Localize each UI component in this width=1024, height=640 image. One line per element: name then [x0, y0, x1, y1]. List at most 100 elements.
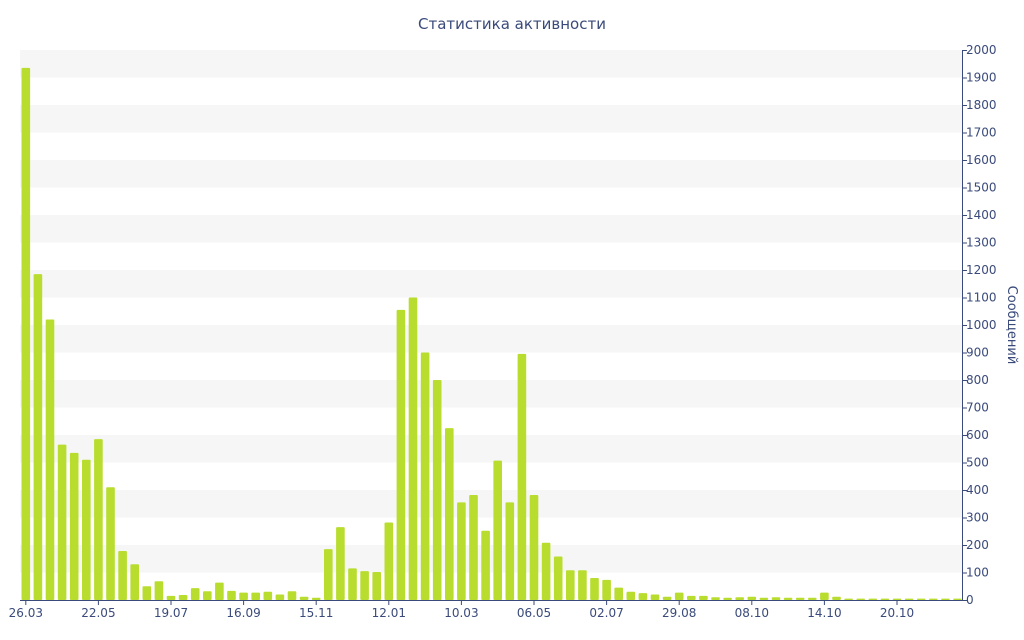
- bar[interactable]: [916, 598, 926, 601]
- bar[interactable]: [275, 594, 285, 601]
- y-tick-label: 1300: [966, 236, 997, 250]
- bar[interactable]: [614, 587, 623, 601]
- bar[interactable]: [529, 494, 539, 600]
- bar[interactable]: [566, 570, 575, 600]
- bar[interactable]: [590, 578, 599, 600]
- bar[interactable]: [384, 522, 394, 600]
- x-tick-label: 20.10: [880, 606, 914, 620]
- bar[interactable]: [130, 564, 139, 600]
- x-tick-label: 22.05: [81, 606, 115, 620]
- bar[interactable]: [178, 595, 188, 600]
- bar[interactable]: [166, 595, 176, 601]
- bar[interactable]: [602, 579, 611, 600]
- x-tick-labels: 26.03 22.05 19.07 16.09 15.11 12.01 10.03 06.05…: [9, 600, 914, 620]
- bar[interactable]: [505, 502, 515, 601]
- bar[interactable]: [808, 597, 817, 600]
- grid-band: [20, 325, 962, 353]
- bar[interactable]: [953, 598, 962, 601]
- bar[interactable]: [251, 592, 260, 600]
- y-tick-label: 300: [966, 511, 989, 525]
- bar[interactable]: [142, 586, 152, 600]
- bar[interactable]: [118, 551, 127, 600]
- y-tick-label: 1700: [966, 126, 997, 140]
- y-tick-label: 1500: [966, 181, 997, 195]
- bar[interactable]: [203, 591, 212, 600]
- bar[interactable]: [227, 590, 236, 600]
- bar[interactable]: [215, 582, 224, 600]
- y-tick-label: 1600: [966, 153, 997, 167]
- bar[interactable]: [820, 592, 829, 600]
- bar[interactable]: [541, 542, 551, 600]
- x-tick-label: 12.01: [372, 606, 406, 620]
- bar[interactable]: [638, 593, 648, 601]
- bar[interactable]: [553, 556, 563, 600]
- x-tick-label: 02.07: [589, 606, 623, 620]
- bar[interactable]: [299, 596, 309, 600]
- bar[interactable]: [735, 597, 744, 600]
- bar[interactable]: [420, 352, 430, 601]
- bar[interactable]: [287, 591, 297, 600]
- bar[interactable]: [747, 596, 757, 600]
- bar[interactable]: [481, 530, 490, 600]
- bar[interactable]: [687, 595, 696, 601]
- bar[interactable]: [711, 597, 720, 600]
- bar[interactable]: [45, 319, 55, 601]
- bar[interactable]: [844, 598, 853, 601]
- bar[interactable]: [21, 67, 31, 601]
- bar[interactable]: [69, 452, 79, 601]
- bar[interactable]: [94, 439, 103, 601]
- grid-bands: [20, 50, 962, 573]
- bar[interactable]: [396, 309, 406, 601]
- bar[interactable]: [493, 460, 502, 600]
- bar[interactable]: [929, 598, 938, 601]
- bar[interactable]: [650, 594, 660, 601]
- bar[interactable]: [190, 588, 200, 600]
- bar[interactable]: [324, 549, 333, 601]
- bar[interactable]: [263, 591, 273, 600]
- bar[interactable]: [723, 597, 732, 600]
- bar[interactable]: [57, 444, 67, 601]
- bar[interactable]: [469, 494, 478, 600]
- bar[interactable]: [941, 598, 950, 601]
- bar[interactable]: [892, 598, 902, 601]
- x-tick-label: 16.09: [226, 606, 260, 620]
- bar[interactable]: [33, 274, 43, 601]
- bar[interactable]: [795, 597, 805, 600]
- bar[interactable]: [578, 570, 587, 600]
- bar[interactable]: [82, 459, 91, 600]
- bar[interactable]: [759, 597, 769, 600]
- bar[interactable]: [154, 581, 164, 600]
- bar[interactable]: [771, 597, 781, 600]
- y-tick-label: 900: [966, 346, 989, 360]
- bar[interactable]: [239, 592, 248, 600]
- grid-band: [20, 380, 962, 408]
- bar[interactable]: [880, 598, 890, 601]
- bar[interactable]: [311, 597, 321, 600]
- y-tick-label: 400: [966, 483, 989, 497]
- bar[interactable]: [868, 598, 878, 601]
- y-tick-label: 600: [966, 428, 989, 442]
- bar[interactable]: [445, 428, 454, 601]
- bar[interactable]: [699, 595, 708, 601]
- bar[interactable]: [904, 598, 914, 601]
- bar[interactable]: [360, 571, 369, 601]
- bar[interactable]: [457, 502, 466, 601]
- x-tick-label: 15.11: [299, 606, 333, 620]
- bar[interactable]: [106, 487, 115, 600]
- bar[interactable]: [626, 591, 636, 600]
- y-tick-label: 200: [966, 538, 989, 552]
- bar[interactable]: [432, 380, 442, 600]
- bar[interactable]: [662, 596, 672, 600]
- bar[interactable]: [348, 568, 357, 601]
- bar[interactable]: [517, 353, 527, 601]
- bar[interactable]: [783, 597, 793, 600]
- bar[interactable]: [336, 527, 345, 601]
- bar[interactable]: [856, 598, 865, 601]
- y-tick-label: 1400: [966, 208, 997, 222]
- bar[interactable]: [674, 592, 684, 600]
- bar[interactable]: [832, 596, 841, 600]
- bar[interactable]: [408, 297, 418, 601]
- bar[interactable]: [372, 571, 381, 600]
